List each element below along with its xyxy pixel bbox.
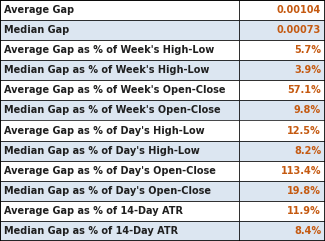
- Bar: [0, 120, 239, 141]
- Text: Median Gap as % of 14-Day ATR: Median Gap as % of 14-Day ATR: [4, 226, 178, 236]
- Text: 0.00073: 0.00073: [277, 25, 321, 35]
- Bar: [239, 100, 325, 120]
- Text: 9.8%: 9.8%: [294, 106, 321, 115]
- Text: 5.7%: 5.7%: [294, 45, 321, 55]
- Bar: [0, 100, 239, 120]
- Text: Average Gap as % of Day's Open-Close: Average Gap as % of Day's Open-Close: [4, 166, 216, 176]
- Text: 3.9%: 3.9%: [294, 65, 321, 75]
- Bar: [0, 0, 239, 20]
- Text: Median Gap as % of Week's Open-Close: Median Gap as % of Week's Open-Close: [4, 106, 221, 115]
- Bar: [239, 201, 325, 221]
- Bar: [239, 141, 325, 161]
- Text: Average Gap as % of Day's High-Low: Average Gap as % of Day's High-Low: [4, 126, 204, 135]
- Bar: [0, 221, 239, 241]
- Bar: [239, 60, 325, 80]
- Text: 57.1%: 57.1%: [287, 85, 321, 95]
- Bar: [239, 161, 325, 181]
- Text: 8.2%: 8.2%: [294, 146, 321, 156]
- Bar: [0, 80, 239, 100]
- Text: 113.4%: 113.4%: [280, 166, 321, 176]
- Bar: [239, 120, 325, 141]
- Text: Median Gap: Median Gap: [4, 25, 69, 35]
- Text: Average Gap as % of Week's Open-Close: Average Gap as % of Week's Open-Close: [4, 85, 226, 95]
- Bar: [0, 60, 239, 80]
- Bar: [239, 181, 325, 201]
- Text: Median Gap as % of Day's High-Low: Median Gap as % of Day's High-Low: [4, 146, 200, 156]
- Bar: [0, 201, 239, 221]
- Text: 12.5%: 12.5%: [287, 126, 321, 135]
- Bar: [0, 141, 239, 161]
- Text: Median Gap as % of Week's High-Low: Median Gap as % of Week's High-Low: [4, 65, 209, 75]
- Text: Average Gap: Average Gap: [4, 5, 74, 15]
- Bar: [239, 221, 325, 241]
- Bar: [239, 20, 325, 40]
- Text: 8.4%: 8.4%: [294, 226, 321, 236]
- Text: Average Gap as % of 14-Day ATR: Average Gap as % of 14-Day ATR: [4, 206, 183, 216]
- Text: 19.8%: 19.8%: [287, 186, 321, 196]
- Text: 11.9%: 11.9%: [287, 206, 321, 216]
- Bar: [239, 80, 325, 100]
- Bar: [0, 181, 239, 201]
- Text: Median Gap as % of Day's Open-Close: Median Gap as % of Day's Open-Close: [4, 186, 211, 196]
- Bar: [0, 161, 239, 181]
- Bar: [0, 20, 239, 40]
- Bar: [239, 0, 325, 20]
- Bar: [0, 40, 239, 60]
- Bar: [239, 40, 325, 60]
- Text: Average Gap as % of Week's High-Low: Average Gap as % of Week's High-Low: [4, 45, 214, 55]
- Text: 0.00104: 0.00104: [277, 5, 321, 15]
